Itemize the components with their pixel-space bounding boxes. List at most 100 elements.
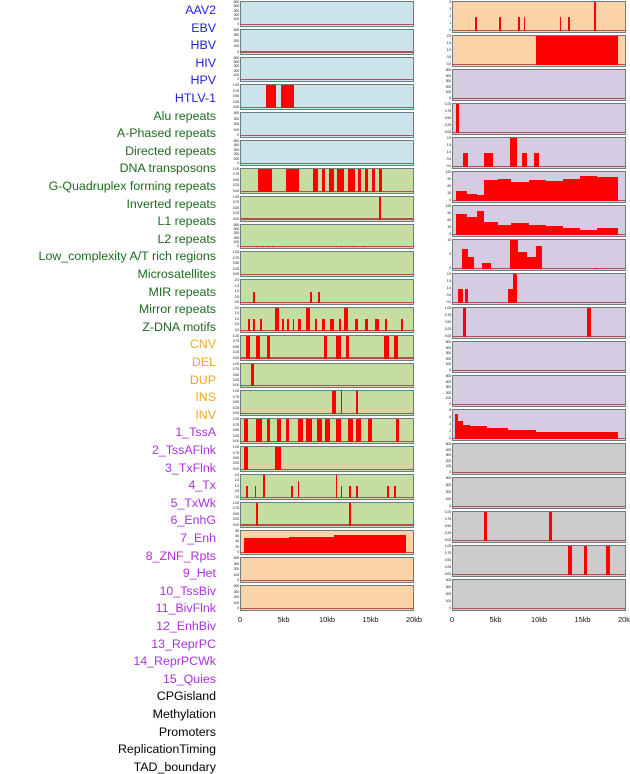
y-tick: 0 bbox=[449, 368, 451, 372]
y-axis-left-9: 1.00 0.75 0.50 0.25 0.00 bbox=[218, 250, 240, 278]
y-axis-left-13: 1.00 0.75 0.50 0.25 0.00 bbox=[218, 362, 240, 390]
x-axis-right: 0 5kb 10kb 15kb 20kb bbox=[450, 612, 630, 630]
y-tick: 0.00 bbox=[444, 130, 451, 134]
data-bar bbox=[508, 429, 536, 439]
track-label-mir-repeats: MIR repeats bbox=[148, 284, 216, 299]
track-right-0: 4 3 2 1 0 bbox=[430, 0, 630, 34]
track-label-aav2: AAV2 bbox=[185, 3, 216, 17]
y-tick: 200 bbox=[445, 390, 452, 395]
data-bar bbox=[340, 246, 343, 248]
data-bar bbox=[511, 181, 529, 201]
plot-area-left-10 bbox=[240, 279, 414, 305]
y-tick: 0.50 bbox=[232, 455, 239, 460]
y-tick: 0.00 bbox=[232, 383, 239, 388]
y-tick: 100 bbox=[445, 464, 452, 469]
y-tick: 500 bbox=[445, 68, 452, 72]
data-bar bbox=[400, 319, 403, 331]
data-bar bbox=[244, 419, 248, 443]
baseline bbox=[453, 539, 625, 541]
data-bar bbox=[256, 419, 262, 443]
baseline bbox=[453, 301, 625, 303]
data-bar bbox=[277, 419, 281, 443]
baseline bbox=[453, 369, 625, 371]
data-bar bbox=[287, 319, 290, 331]
baseline bbox=[453, 335, 625, 337]
track-label-3-txflnk: 3_TxFlnk bbox=[165, 460, 216, 475]
y-axis-right-15: 1.00 0.75 0.50 0.25 0.00 bbox=[430, 510, 452, 544]
y-axis-right-16: 1.00 0.75 0.50 0.25 0.00 bbox=[430, 544, 452, 578]
data-bar bbox=[265, 85, 277, 109]
y-axis-right-9: 1.00 0.75 0.50 0.25 0.00 bbox=[430, 306, 452, 340]
data-bar bbox=[594, 267, 598, 269]
y-tick: 0.50 bbox=[232, 511, 239, 516]
y-tick: 0 bbox=[237, 244, 239, 249]
plot-area-right-12 bbox=[452, 409, 626, 441]
y-tick: 0.00 bbox=[232, 411, 239, 416]
y-tick: 0.0 bbox=[234, 299, 240, 304]
data-bar bbox=[378, 168, 383, 192]
y-tick: 1.0 bbox=[234, 316, 240, 321]
y-tick: 1.5 bbox=[446, 41, 452, 45]
data-bar bbox=[559, 16, 562, 31]
y-tick: 1.0 bbox=[446, 48, 452, 52]
baseline bbox=[241, 162, 413, 164]
y-tick: 0.75 bbox=[444, 109, 451, 113]
y-axis-right-11: 500 400 300 200 100 0 bbox=[430, 374, 452, 408]
y-tick: 1.00 bbox=[232, 333, 239, 338]
data-bar bbox=[345, 335, 350, 359]
y-axis-left-19: 80 60 40 20 0 bbox=[218, 529, 240, 557]
y-tick: 0.25 bbox=[444, 123, 451, 127]
data-bar bbox=[563, 227, 581, 235]
track-label-dna-transposons: DNA transposons bbox=[119, 161, 216, 176]
data-bar bbox=[285, 168, 300, 192]
plot-area-left-9 bbox=[240, 251, 414, 278]
y-tick: 2.0 bbox=[446, 272, 452, 276]
track-right-7: 10 5 0 bbox=[430, 238, 630, 272]
y-axis-left-20: 400 300 200 100 0 bbox=[218, 556, 240, 584]
plot-area-left-17 bbox=[240, 473, 414, 500]
baseline bbox=[453, 131, 625, 133]
data-bar bbox=[333, 534, 407, 554]
y-tick: 500 bbox=[233, 55, 240, 60]
data-bar bbox=[253, 291, 255, 303]
y-tick: 500 bbox=[233, 139, 240, 144]
data-bar bbox=[385, 319, 388, 331]
plot-area-left-4 bbox=[240, 112, 414, 139]
data-bar bbox=[259, 319, 262, 331]
data-bar bbox=[549, 512, 552, 541]
y-tick: 0.00 bbox=[232, 188, 239, 193]
baseline bbox=[453, 97, 625, 99]
data-bar bbox=[266, 335, 271, 359]
y-tick: 8 bbox=[449, 408, 451, 412]
data-bar bbox=[383, 335, 389, 359]
track-left-15: 1.00 0.75 0.50 0.25 0.00 bbox=[218, 417, 418, 445]
y-tick: 0.25 bbox=[232, 377, 239, 382]
baseline bbox=[241, 51, 413, 53]
track-label-13-reprpc: 13_ReprPC bbox=[151, 636, 216, 651]
y-tick: 0.75 bbox=[444, 551, 451, 555]
track-left-12: 1.00 0.75 0.50 0.25 0.00 bbox=[218, 334, 418, 362]
y-tick: 0.25 bbox=[232, 183, 239, 188]
y-tick: 400 bbox=[233, 226, 240, 231]
y-tick: 300 bbox=[445, 483, 452, 487]
track-left-20: 400 300 200 100 0 bbox=[218, 556, 418, 584]
data-bar bbox=[344, 308, 348, 331]
y-tick: 1.00 bbox=[232, 445, 239, 450]
left-track-panel: 500 400 300 200 100 0 400 300 200 100 0 500 400 300 20… bbox=[218, 0, 422, 630]
data-bar bbox=[518, 251, 527, 269]
plot-area-left-18 bbox=[240, 501, 414, 528]
y-tick: 1.5 bbox=[446, 279, 452, 283]
data-bar bbox=[297, 319, 302, 331]
y-tick: 300 bbox=[233, 231, 240, 236]
data-bar bbox=[511, 222, 529, 235]
data-bar bbox=[356, 391, 358, 415]
data-bar bbox=[587, 308, 591, 337]
y-axis-left-1: 400 300 200 100 0 bbox=[218, 28, 240, 56]
y-tick: 0.25 bbox=[444, 565, 451, 569]
data-bar bbox=[335, 474, 338, 498]
baseline bbox=[241, 468, 413, 470]
track-label-10-tssbiv: 10_TssBiv bbox=[159, 583, 216, 598]
y-tick: 2.0 bbox=[234, 472, 240, 477]
y-tick: 0.00 bbox=[444, 334, 451, 338]
track-right-17: 400 300 200 100 0 bbox=[430, 578, 630, 612]
